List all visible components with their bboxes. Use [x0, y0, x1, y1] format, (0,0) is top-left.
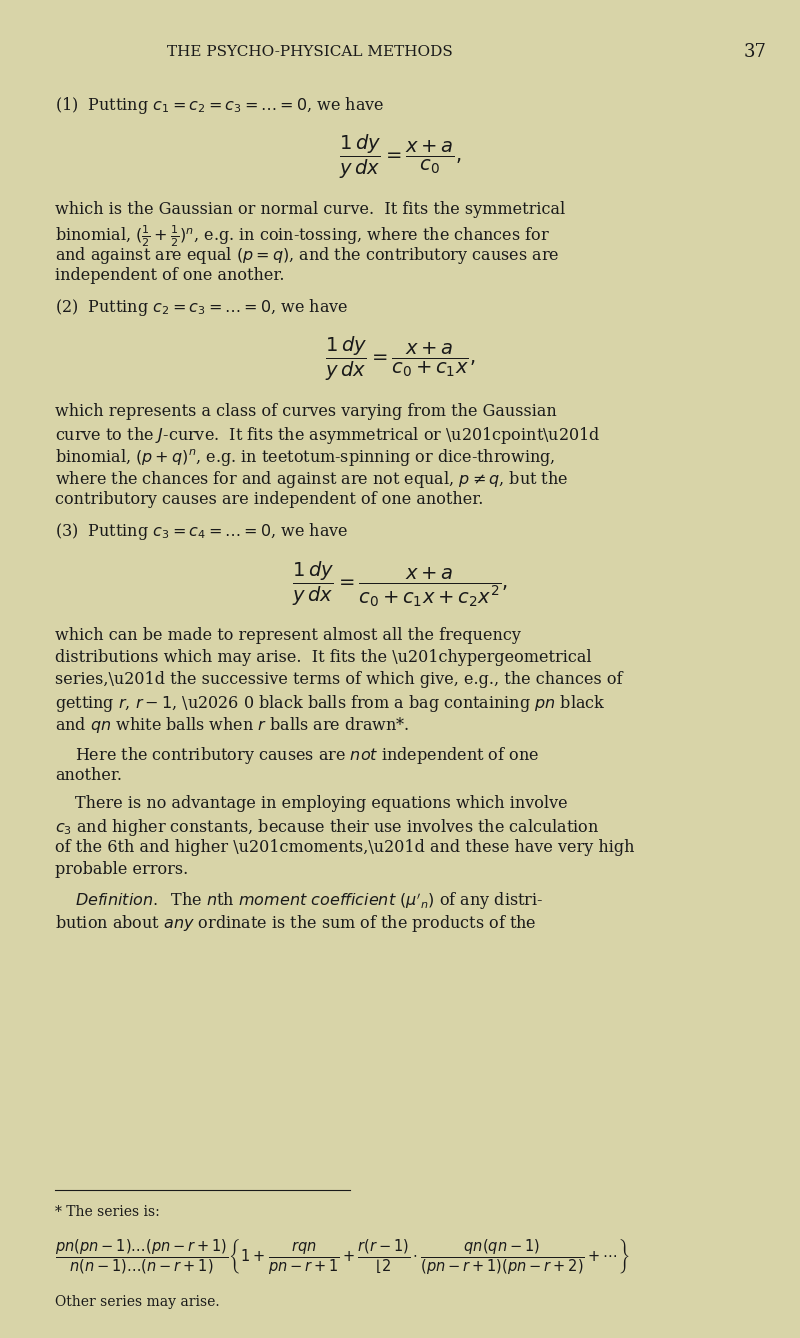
Text: another.: another. — [55, 767, 122, 784]
Text: (3)  Putting $c_3 = c_4 = \ldots = 0$, we have: (3) Putting $c_3 = c_4 = \ldots = 0$, we… — [55, 520, 348, 542]
Text: $\dfrac{1 \, dy}{y \, dx} = \dfrac{x+a}{c_0},$: $\dfrac{1 \, dy}{y \, dx} = \dfrac{x+a}{… — [338, 132, 462, 181]
Text: where the chances for and against are not equal, $p \neq q$, but the: where the chances for and against are no… — [55, 470, 568, 490]
Text: $\dfrac{pn(pn-1)\ldots(pn-r+1)}{n(n-1)\ldots(n-r+1)}$$\left\{1+\dfrac{rqn}{pn-r+: $\dfrac{pn(pn-1)\ldots(pn-r+1)}{n(n-1)\l… — [55, 1238, 630, 1276]
Text: series,\u201d the successive terms of which give, e.g., the chances of: series,\u201d the successive terms of wh… — [55, 670, 622, 688]
Text: $\dfrac{1 \, dy}{y \, dx} = \dfrac{x+a}{c_0 + c_1 x + c_2 x^2},$: $\dfrac{1 \, dy}{y \, dx} = \dfrac{x+a}{… — [292, 559, 508, 609]
Text: $\dfrac{1 \, dy}{y \, dx} = \dfrac{x+a}{c_0 + c_1 x},$: $\dfrac{1 \, dy}{y \, dx} = \dfrac{x+a}{… — [325, 334, 475, 383]
Text: * The series is:: * The series is: — [55, 1206, 160, 1219]
Text: THE PSYCHO-PHYSICAL METHODS: THE PSYCHO-PHYSICAL METHODS — [167, 45, 453, 59]
Text: curve to the $J$-curve.  It fits the asymmetrical or \u201cpoint\u201d: curve to the $J$-curve. It fits the asym… — [55, 425, 601, 446]
Text: There is no advantage in employing equations which involve: There is no advantage in employing equat… — [75, 795, 568, 812]
Text: which is the Gaussian or normal curve.  It fits the symmetrical: which is the Gaussian or normal curve. I… — [55, 201, 566, 218]
Text: bution about $\mathit{any}$ ordinate is the sum of the products of the: bution about $\mathit{any}$ ordinate is … — [55, 913, 537, 934]
Text: $\mathit{Definition.}$  The $n$th $\mathit{moment\ coefficient}$ $(\mu'_n)$ of a: $\mathit{Definition.}$ The $n$th $\mathi… — [75, 891, 543, 913]
Text: Here the contributory causes are $\mathit{not}$ independent of one: Here the contributory causes are $\mathi… — [75, 745, 539, 765]
Text: and $qn$ white balls when $r$ balls are drawn*.: and $qn$ white balls when $r$ balls are … — [55, 714, 410, 735]
Text: probable errors.: probable errors. — [55, 860, 188, 878]
Text: independent of one another.: independent of one another. — [55, 268, 285, 284]
Text: (1)  Putting $c_1 = c_2 = c_3 = \ldots = 0$, we have: (1) Putting $c_1 = c_2 = c_3 = \ldots = … — [55, 95, 384, 116]
Text: distributions which may arise.  It fits the \u201chypergeometrical: distributions which may arise. It fits t… — [55, 649, 592, 666]
Text: of the 6th and higher \u201cmoments,\u201d and these have very high: of the 6th and higher \u201cmoments,\u20… — [55, 839, 634, 856]
Text: Other series may arise.: Other series may arise. — [55, 1295, 220, 1309]
Text: which can be made to represent almost all the frequency: which can be made to represent almost al… — [55, 628, 521, 644]
Text: which represents a class of curves varying from the Gaussian: which represents a class of curves varyi… — [55, 403, 557, 420]
Text: binomial, $(p+q)^n$, e.g. in teetotum-spinning or dice-throwing,: binomial, $(p+q)^n$, e.g. in teetotum-sp… — [55, 447, 555, 468]
Text: and against are equal $(p = q)$, and the contributory causes are: and against are equal $(p = q)$, and the… — [55, 245, 559, 266]
Text: contributory causes are independent of one another.: contributory causes are independent of o… — [55, 491, 483, 508]
Text: $c_3$ and higher constants, because their use involves the calculation: $c_3$ and higher constants, because thei… — [55, 818, 599, 838]
Text: (2)  Putting $c_2 = c_3 = \ldots = 0$, we have: (2) Putting $c_2 = c_3 = \ldots = 0$, we… — [55, 297, 348, 318]
Text: 37: 37 — [743, 43, 766, 62]
Text: binomial, $(\frac{1}{2}+\frac{1}{2})^n$, e.g. in coin-tossing, where the chances: binomial, $(\frac{1}{2}+\frac{1}{2})^n$,… — [55, 223, 550, 249]
Text: getting $r$, $r - 1$, \u2026 0 black balls from a bag containing $pn$ black: getting $r$, $r - 1$, \u2026 0 black bal… — [55, 693, 606, 714]
